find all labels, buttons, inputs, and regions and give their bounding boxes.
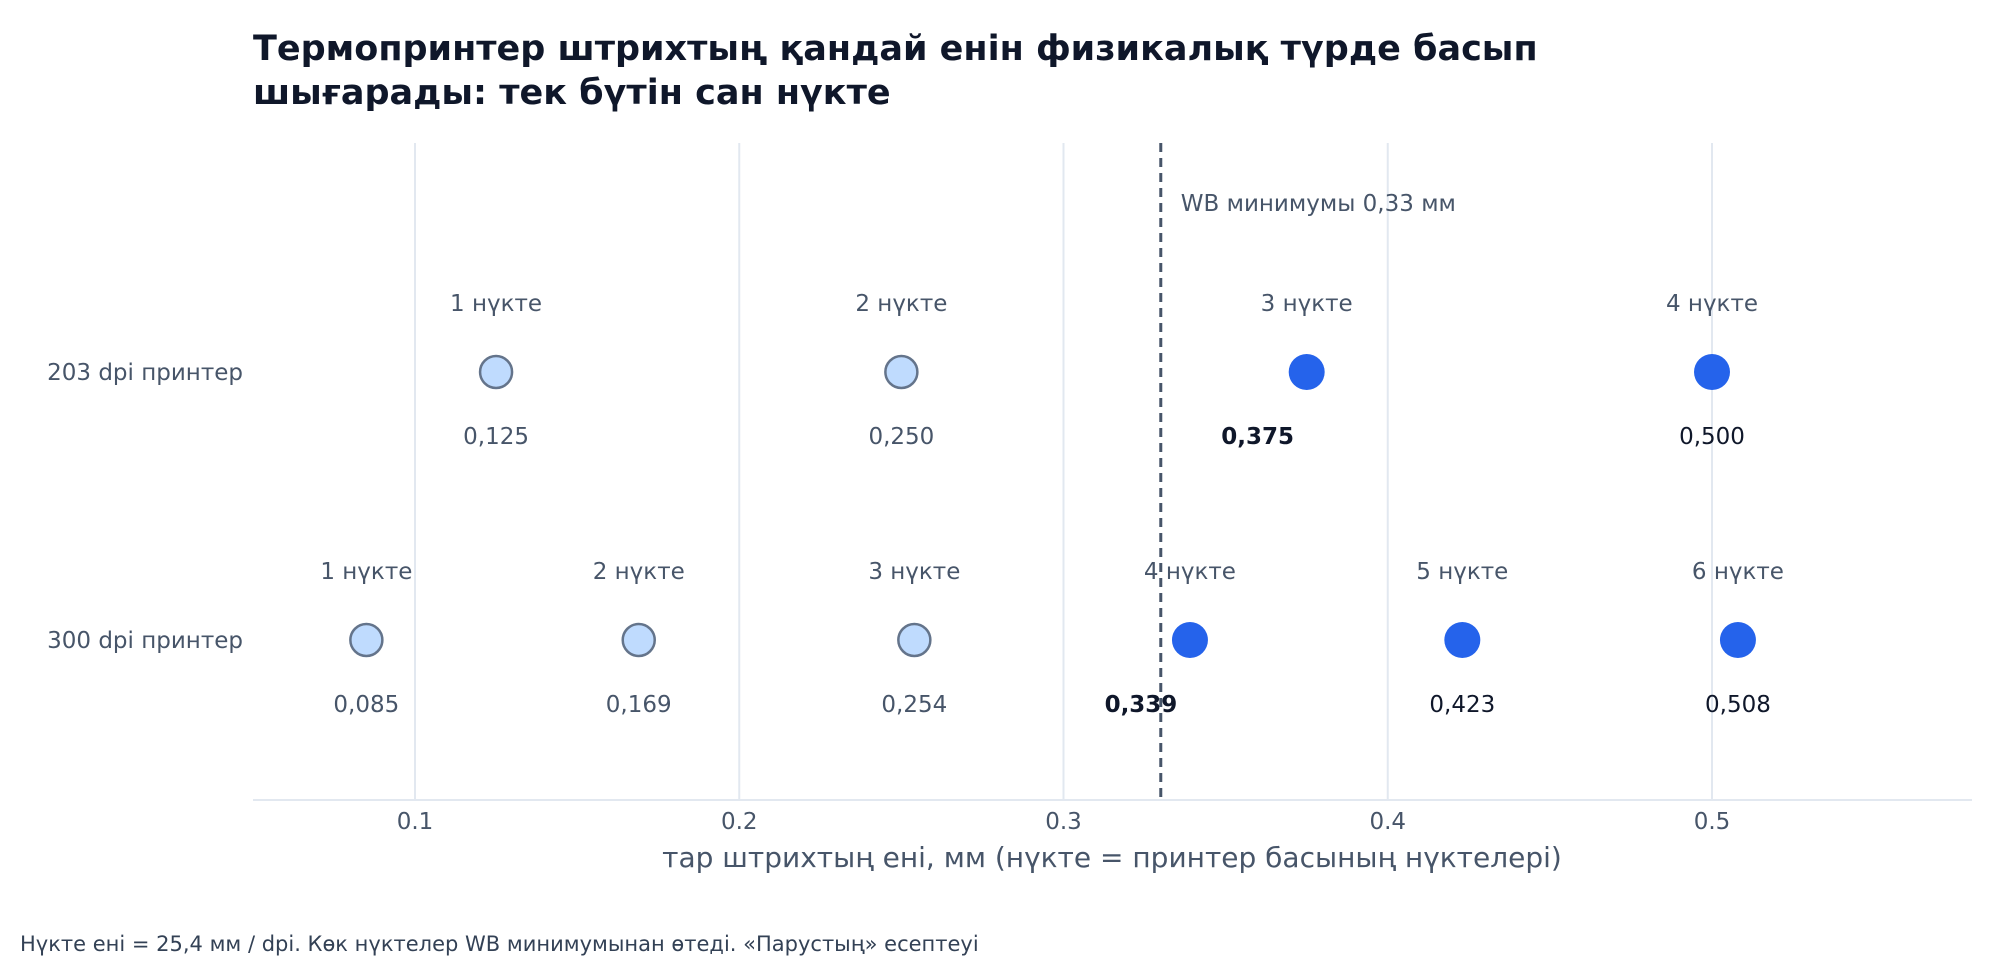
- point-fail: [884, 354, 919, 390]
- point-pass: [1694, 354, 1730, 390]
- row-2: 300 dpi принтер 1 нүкте 0,085 2 нүкте 0,169 3…: [47, 559, 1784, 718]
- rows: 203 dpi принтер 1 нүкте 0,125 2 нүкте 0,250 3…: [47, 291, 1784, 718]
- value-label: 0,169: [606, 692, 672, 718]
- dot-count-label: 4 нүкте: [1144, 559, 1236, 585]
- dot-count-label: 1 нүкте: [320, 559, 412, 585]
- point-pass: [1288, 354, 1325, 390]
- value-label: 0,508: [1705, 692, 1771, 718]
- point-fail: [621, 622, 656, 658]
- point-fail: [478, 354, 514, 390]
- x-tick-label-4: 0.5: [1694, 809, 1731, 835]
- footnote: Нүкте ені = 25,4 мм / dpi. Көк нүктелер …: [20, 932, 979, 956]
- threshold-label: WB минимумы 0,33 мм: [1181, 191, 1456, 217]
- point-fail: [897, 622, 932, 658]
- chart-title-line-2: шығарады: тек бүтін сан нүкте: [253, 73, 891, 113]
- value-label: 0,500: [1679, 424, 1745, 450]
- x-tick-label-1: 0.2: [721, 809, 758, 835]
- row-label: 203 dpi принтер: [47, 360, 243, 386]
- value-label: 0,375: [1221, 424, 1294, 450]
- x-tick-label-2: 0.3: [1045, 809, 1082, 835]
- value-label: 0,085: [333, 692, 399, 718]
- dot-count-label: 1 нүкте: [450, 291, 542, 317]
- x-tick-label-3: 0.4: [1369, 809, 1406, 835]
- value-label: 0,339: [1105, 692, 1178, 718]
- x-axis-label: тар штрихтың ені, мм (нүкте = принтер ба…: [662, 841, 1562, 874]
- point-pass: [1171, 622, 1208, 658]
- grid: [414, 143, 1713, 800]
- value-label: 0,423: [1429, 692, 1495, 718]
- dot-count-label: 5 нүкте: [1416, 559, 1508, 585]
- dot-count-label: 2 нүкте: [593, 559, 685, 585]
- value-label: 0,250: [868, 424, 934, 450]
- row-label: 300 dpi принтер: [47, 628, 243, 654]
- row-1: 203 dpi принтер 1 нүкте 0,125 2 нүкте 0,250 3…: [47, 291, 1758, 450]
- threshold: WB минимумы 0,33 мм: [1159, 143, 1456, 800]
- value-label: 0,125: [463, 424, 529, 450]
- point-pass: [1719, 622, 1756, 658]
- dot-count-label: 6 нүкте: [1692, 559, 1784, 585]
- point-pass: [1444, 622, 1481, 658]
- dot-count-label: 4 нүкте: [1666, 291, 1758, 317]
- dot-count-label: 3 нүкте: [1261, 291, 1353, 317]
- value-label: 0,254: [881, 692, 947, 718]
- x-ticks: 0.1 0.2 0.3 0.4 0.5: [397, 809, 1731, 835]
- chart-title-line-1: Термопринтер штрихтың қандай енін физика…: [253, 29, 1538, 69]
- x-tick-label-0: 0.1: [397, 809, 434, 835]
- dot-count-label: 2 нүкте: [855, 291, 947, 317]
- point-fail: [349, 622, 384, 658]
- dot-count-label: 3 нүкте: [868, 559, 960, 585]
